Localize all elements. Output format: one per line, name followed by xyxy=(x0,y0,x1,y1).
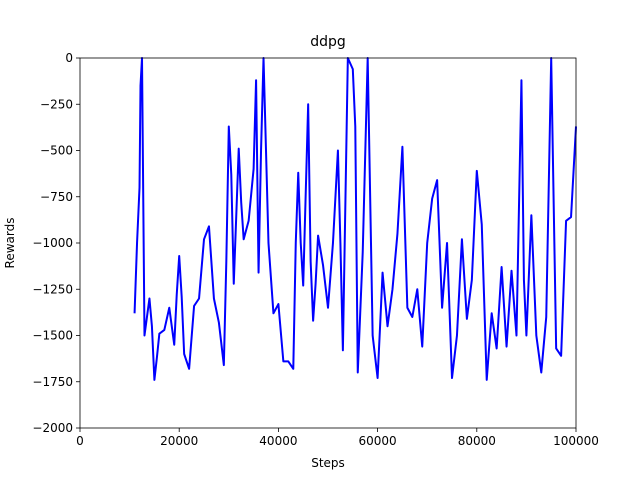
y-tick-label: 0 xyxy=(65,51,73,65)
x-tick-label: 20000 xyxy=(160,434,198,448)
y-axis-label: Rewards xyxy=(3,218,17,269)
y-tick-label: −500 xyxy=(40,144,73,158)
x-tick-label: 80000 xyxy=(458,434,496,448)
y-tick-label: −250 xyxy=(40,97,73,111)
y-tick-label: −750 xyxy=(40,190,73,204)
chart-title: ddpg xyxy=(310,34,346,50)
y-tick-label: −1750 xyxy=(32,375,73,389)
plot-frame xyxy=(79,57,577,429)
y-tick-label: −1000 xyxy=(32,236,73,250)
y-tick-label: −2000 xyxy=(32,421,73,435)
y-tick-label: −1500 xyxy=(32,329,73,343)
x-tick-label: 40000 xyxy=(259,434,297,448)
x-axis-label: Steps xyxy=(311,456,345,470)
y-tick-label: −1250 xyxy=(32,282,73,296)
x-tick-label: 100000 xyxy=(553,434,599,448)
x-tick-label: 0 xyxy=(76,434,84,448)
data-line xyxy=(133,57,577,381)
x-tick-label: 60000 xyxy=(359,434,397,448)
